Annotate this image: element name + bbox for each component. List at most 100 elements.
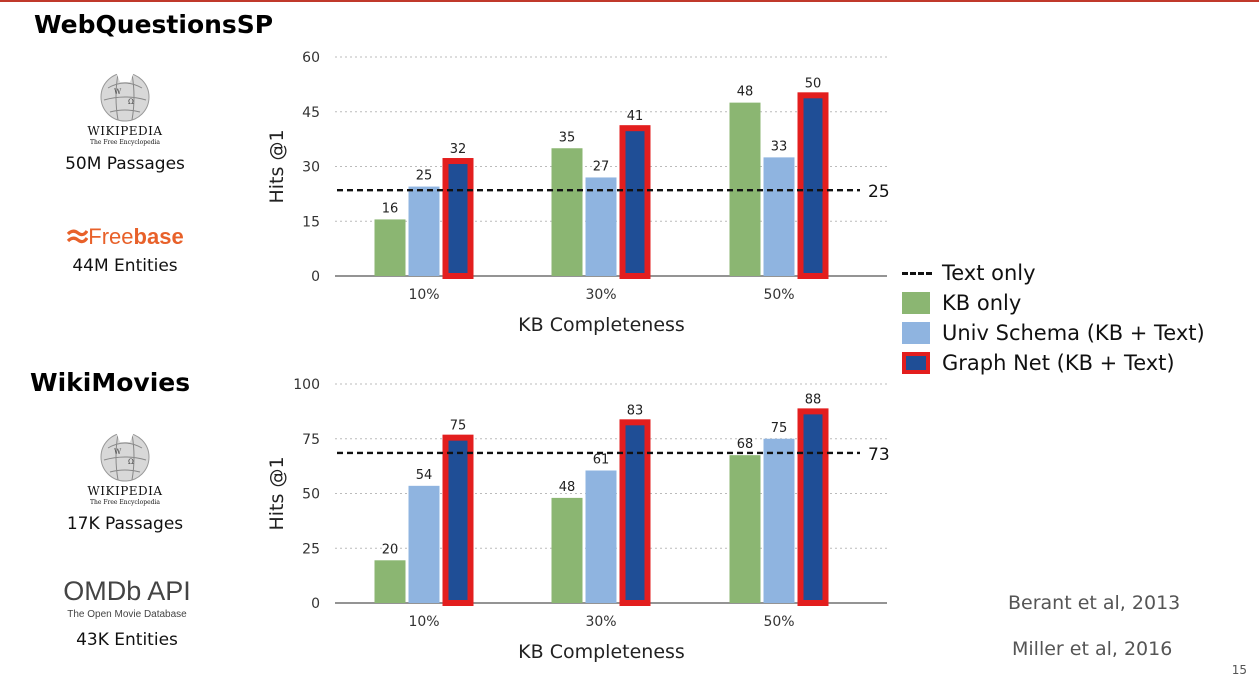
bar-value-label: 88 [805, 392, 822, 407]
bar-univ-schema [408, 186, 440, 276]
freebase-wave-icon [67, 229, 89, 244]
wikipedia-wordmark: WIKIPEDIA [87, 484, 163, 498]
citation-miller: Miller et al, 2016 [1012, 638, 1173, 660]
bar-value-label: 68 [737, 437, 754, 452]
y-tick-label: 25 [302, 541, 320, 557]
freebase-source-block: Freebase 44M Entities [25, 224, 225, 276]
y-tick-label: 100 [293, 377, 320, 393]
bar-graph-net [619, 125, 651, 279]
y-tick-label: 60 [302, 50, 320, 66]
bar-univ-schema [585, 470, 617, 603]
legend-dash-swatch [902, 271, 932, 275]
x-tick-label: 50% [763, 287, 794, 303]
wikipedia-source-block-2: W Ω WIKIPEDIA The Free Encyclopedia 17K … [25, 428, 225, 534]
reference-line-value-label: 73 [868, 445, 890, 465]
omdb-source-block: OMDb API The Open Movie Database 43K Ent… [27, 576, 227, 650]
legend-item-graph-net: Graph Net (KB + Text) [902, 348, 1205, 378]
passage-count: 50M Passages [65, 154, 185, 174]
bar-graph-net [797, 92, 829, 279]
legend-label-text-only: Text only [942, 261, 1036, 285]
bar-graph-net [442, 158, 474, 279]
freebase-logo-part-b: base [133, 224, 184, 249]
bar-value-label: 50 [805, 76, 822, 91]
wikipedia-globe-icon: W Ω [100, 72, 150, 122]
entity-count: 43K Entities [76, 630, 178, 650]
y-tick-label: 75 [302, 432, 320, 448]
bar-value-label: 25 [416, 169, 433, 184]
section-title-webquestionssp: WebQuestionsSP [34, 10, 274, 39]
bar-value-label: 83 [627, 403, 644, 418]
citation-berant: Berant et al, 2013 [1008, 592, 1181, 614]
bar-value-label: 27 [593, 159, 610, 174]
x-axis-label: KB Completeness [518, 314, 685, 336]
y-tick-label: 30 [302, 160, 320, 176]
bar-univ-schema [408, 485, 440, 603]
bar-univ-schema [585, 177, 617, 276]
bar-value-label: 61 [593, 453, 610, 468]
y-tick-label: 45 [302, 105, 320, 121]
entity-count: 44M Entities [72, 256, 178, 276]
bar-value-label: 54 [416, 468, 433, 483]
x-tick-label: 10% [408, 614, 439, 630]
bar-kb-only [551, 148, 583, 276]
x-tick-label: 50% [763, 614, 794, 630]
legend-item-text-only: Text only [902, 258, 1205, 288]
bar-value-label: 48 [559, 480, 576, 495]
y-axis-label: Hits @1 [266, 129, 288, 203]
legend-swatch-kb-only [902, 292, 930, 314]
y-axis-label: Hits @1 [266, 456, 288, 530]
y-tick-label: 0 [311, 269, 320, 285]
legend-label-graph-net: Graph Net (KB + Text) [942, 351, 1175, 375]
bar-value-label: 35 [559, 130, 576, 145]
svg-text:W: W [114, 88, 122, 96]
legend-swatch-univ-schema [902, 322, 930, 344]
bar-graph-net [797, 408, 829, 606]
top-accent-line [0, 0, 1259, 2]
legend-label-kb-only: KB only [942, 291, 1022, 315]
x-tick-label: 30% [585, 614, 616, 630]
x-tick-label: 10% [408, 287, 439, 303]
bar-value-label: 33 [771, 139, 788, 154]
bar-value-label: 75 [450, 419, 467, 434]
svg-text:W: W [114, 448, 122, 456]
bar-kb-only [729, 455, 761, 603]
bar-value-label: 16 [382, 201, 399, 216]
page-number: 15 [1231, 663, 1247, 677]
passage-count: 17K Passages [66, 514, 184, 534]
freebase-logo-part-a: Free [88, 224, 134, 249]
section-title-wikimovies: WikiMovies [30, 368, 191, 397]
x-axis-label: KB Completeness [518, 641, 685, 663]
wikipedia-wordmark: WIKIPEDIA [87, 124, 163, 138]
wikipedia-tagline: The Free Encyclopedia [90, 499, 160, 506]
x-tick-label: 30% [585, 287, 616, 303]
bar-value-label: 41 [627, 109, 644, 124]
y-tick-label: 50 [302, 487, 320, 503]
bar-value-label: 20 [382, 542, 399, 557]
bar-value-label: 32 [450, 142, 467, 157]
omdb-tagline: The Open Movie Database [67, 609, 187, 620]
bar-graph-net [442, 434, 474, 606]
legend-swatch-graph-net [902, 352, 930, 374]
wikipedia-globe-icon: W Ω [100, 432, 150, 482]
svg-text:Ω: Ω [128, 458, 134, 466]
wikipedia-source-block-1: W Ω WIKIPEDIA The Free Encyclopedia 50M … [25, 68, 225, 174]
bar-graph-net [619, 419, 651, 607]
omdb-logo: OMDb API [63, 576, 191, 606]
bar-kb-only [551, 497, 583, 603]
bar-kb-only [374, 560, 406, 603]
legend-item-univ-schema: Univ Schema (KB + Text) [902, 318, 1205, 348]
bar-univ-schema [763, 157, 795, 276]
chart-legend: Text only KB only Univ Schema (KB + Text… [902, 258, 1205, 378]
wikipedia-tagline: The Free Encyclopedia [90, 139, 160, 146]
bar-univ-schema [763, 438, 795, 603]
bar-kb-only [729, 102, 761, 276]
legend-label-univ-schema: Univ Schema (KB + Text) [942, 321, 1205, 345]
svg-text:Ω: Ω [128, 98, 134, 106]
reference-line-value-label: 25 [868, 182, 890, 202]
y-tick-label: 15 [302, 214, 320, 230]
y-tick-label: 0 [311, 596, 320, 612]
bar-value-label: 75 [771, 421, 788, 436]
legend-item-kb-only: KB only [902, 288, 1205, 318]
